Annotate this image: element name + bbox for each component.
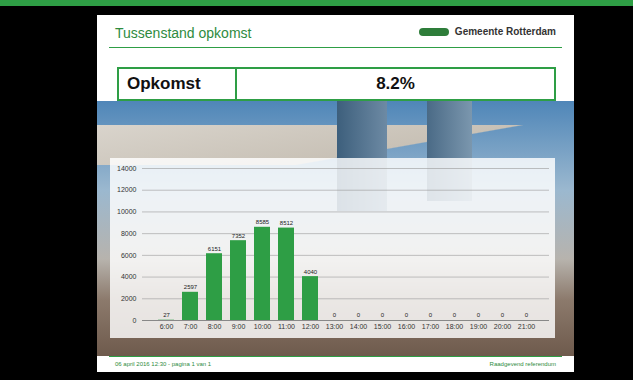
svg-text:0: 0	[525, 312, 529, 318]
svg-text:0: 0	[333, 312, 337, 318]
svg-text:13:00: 13:00	[326, 323, 344, 330]
html-text:Opkomst: Opkomst	[127, 74, 201, 93]
svg-text:17:00: 17:00	[422, 323, 440, 330]
svg-text:8585: 8585	[256, 219, 270, 225]
svg-text:15:00: 15:00	[374, 323, 392, 330]
svg-text:11:00: 11:00	[278, 323, 295, 330]
svg-text:12000: 12000	[117, 186, 137, 193]
svg-text:9:00: 9:00	[232, 323, 246, 330]
svg-text:20:00: 20:00	[494, 323, 512, 330]
html-text:8.2%: 8.2%	[376, 74, 415, 93]
svg-text:12:00: 12:00	[302, 323, 320, 330]
html-text:06 april 2016 12:30 - pagina 1: 06 april 2016 12:30 - pagina 1 van 1	[115, 361, 212, 367]
svg-text:2000: 2000	[121, 295, 137, 302]
svg-text:0: 0	[381, 312, 385, 318]
svg-text:14:00: 14:00	[350, 323, 368, 330]
svg-text:0: 0	[501, 312, 505, 318]
svg-text:18:00: 18:00	[446, 323, 464, 330]
html-text:Tussenstand opkomst: Tussenstand opkomst	[115, 25, 252, 41]
svg-text:0: 0	[133, 317, 137, 324]
svg-text:0: 0	[357, 312, 361, 318]
svg-text:8:00: 8:00	[208, 323, 222, 330]
svg-text:6:00: 6:00	[160, 323, 174, 330]
svg-text:27: 27	[163, 312, 170, 318]
svg-text:7352: 7352	[232, 233, 246, 239]
svg-text:4000: 4000	[121, 273, 137, 280]
svg-text:10000: 10000	[117, 208, 137, 215]
svg-text:19:00: 19:00	[470, 323, 488, 330]
html-text:Raadgevend referendum: Raadgevend referendum	[489, 361, 556, 367]
svg-text:21:00: 21:00	[518, 323, 536, 330]
svg-text:0: 0	[405, 312, 409, 318]
svg-text:7:00: 7:00	[184, 323, 198, 330]
svg-text:16:00: 16:00	[398, 323, 416, 330]
svg-text:6151: 6151	[208, 246, 222, 252]
html-text:Gemeente Rotterdam: Gemeente Rotterdam	[454, 26, 556, 37]
svg-text:0: 0	[429, 312, 433, 318]
svg-text:8512: 8512	[280, 220, 294, 226]
svg-text:4040: 4040	[304, 269, 318, 275]
svg-text:6000: 6000	[121, 252, 137, 259]
svg-text:8000: 8000	[121, 230, 137, 237]
svg-text:0: 0	[453, 312, 457, 318]
svg-text:0: 0	[477, 312, 481, 318]
svg-text:14000: 14000	[117, 165, 137, 172]
svg-text:2597: 2597	[184, 284, 198, 290]
svg-text:10:00: 10:00	[254, 323, 272, 330]
